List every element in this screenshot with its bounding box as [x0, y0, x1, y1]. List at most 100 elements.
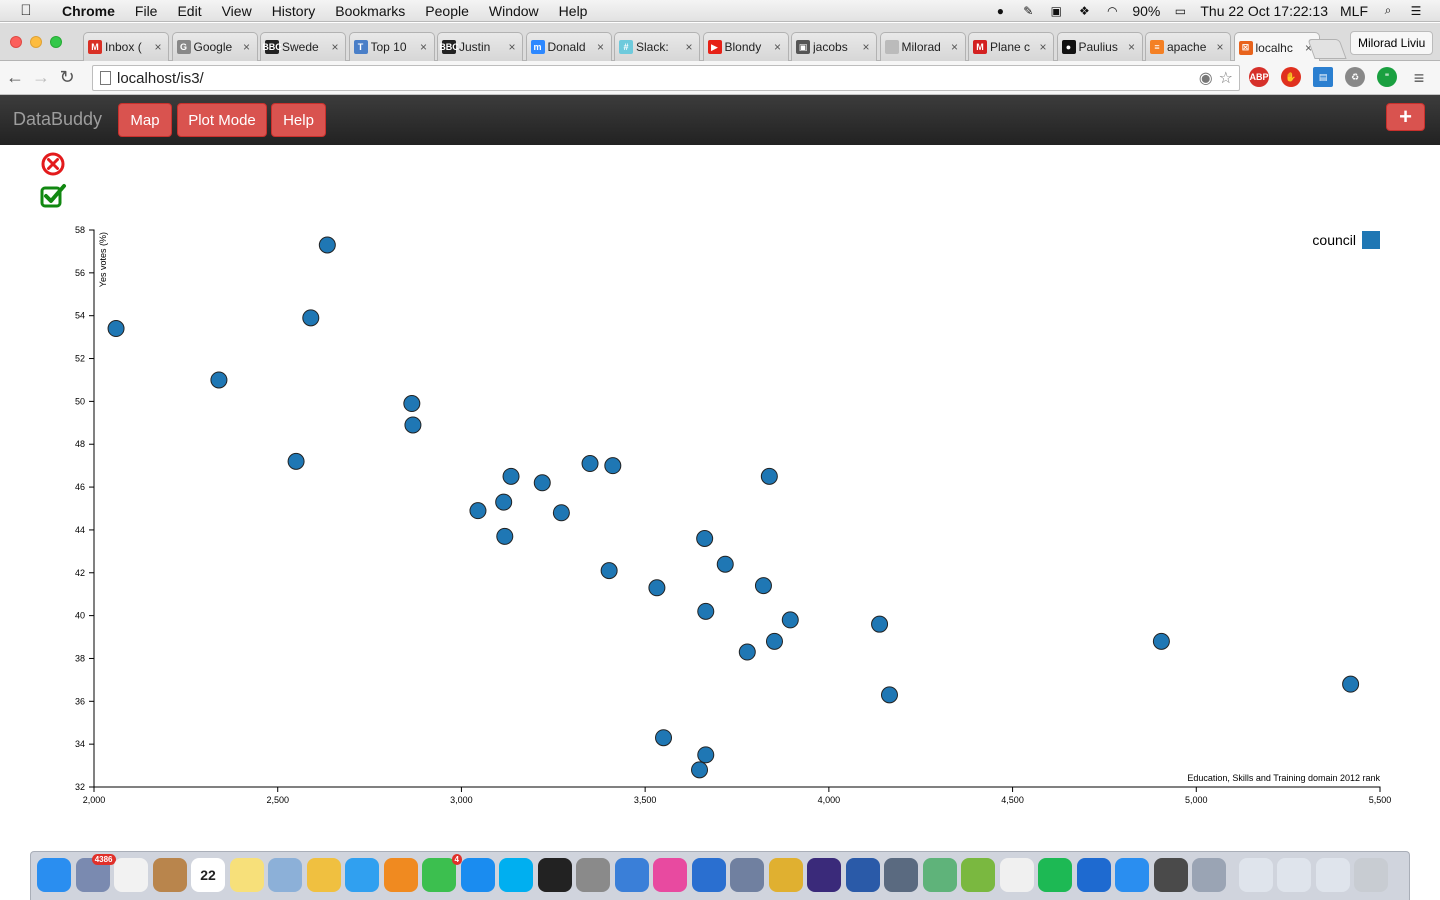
tab-close-icon[interactable]: ×	[1216, 40, 1224, 54]
tab-1[interactable]: G Google ×	[171, 32, 258, 61]
tab-close-icon[interactable]: ×	[508, 40, 516, 54]
chrome-menu-icon[interactable]: ≡	[1413, 67, 1425, 88]
launchpad-icon[interactable]	[999, 858, 1034, 892]
preview-icon[interactable]	[268, 858, 302, 892]
ibooks-icon[interactable]	[383, 858, 418, 892]
utilities-icon[interactable]	[1192, 858, 1226, 892]
clock[interactable]: Thu 22 Oct 17:22:13	[1200, 2, 1328, 19]
calendar-icon[interactable]: 22	[191, 858, 225, 892]
back-arrow-icon[interactable]: ←	[6, 67, 24, 87]
tab-close-icon[interactable]: ×	[1127, 40, 1135, 54]
tab-10[interactable]: M Plane c ×	[968, 32, 1054, 61]
hangouts-icon[interactable]: "	[1377, 67, 1397, 87]
messages-icon[interactable]	[345, 858, 379, 892]
adblock-icon[interactable]: ✋	[1281, 67, 1301, 87]
tab-11[interactable]: ● Paulius ×	[1056, 32, 1143, 61]
tab-13[interactable]: ⊠ localhc ×	[1233, 32, 1320, 62]
itunes-icon[interactable]	[653, 858, 687, 892]
x11-icon[interactable]	[884, 858, 918, 892]
word-icon[interactable]	[845, 858, 880, 892]
tab-4[interactable]: BBC Justin ×	[437, 32, 523, 61]
notes-icon[interactable]	[229, 858, 264, 892]
sublime-text-icon[interactable]	[1153, 858, 1188, 892]
tab-5[interactable]: m Donald ×	[525, 32, 612, 61]
close-circle-icon[interactable]	[40, 151, 66, 177]
extension-window-icon[interactable]: ▤	[1313, 67, 1333, 87]
check-square-icon[interactable]	[39, 183, 67, 209]
menu-help[interactable]: Help	[558, 2, 588, 19]
image-capture-icon[interactable]	[730, 858, 764, 892]
reminders-icon[interactable]	[114, 858, 148, 892]
map-button[interactable]: Map	[118, 103, 172, 137]
apple-menu-icon[interactable]: 	[0, 2, 52, 19]
tab-9[interactable]: Milorad ×	[879, 32, 966, 61]
menu-bookmarks[interactable]: Bookmarks	[335, 2, 406, 19]
app-brand[interactable]: DataBuddy	[13, 109, 103, 129]
tab-8[interactable]: ▣ jacobs ×	[791, 32, 877, 61]
terminal-icon[interactable]	[537, 858, 572, 892]
documents-folder-icon[interactable]	[1277, 858, 1311, 892]
dropbox-icon[interactable]: ❖	[1078, 3, 1090, 18]
photos-icon[interactable]	[306, 858, 341, 892]
forward-arrow-icon[interactable]: →	[32, 67, 50, 87]
profile-button[interactable]: Milorad Liviu	[1350, 31, 1434, 55]
menu-people[interactable]: People	[425, 2, 469, 19]
tab-close-icon[interactable]: ×	[685, 40, 693, 54]
tab-close-icon[interactable]: ×	[1304, 40, 1312, 55]
tab-close-icon[interactable]: ×	[862, 40, 870, 54]
plot-mode-button[interactable]: Plot Mode	[177, 103, 267, 137]
menu-file[interactable]: File	[134, 2, 158, 19]
tab-close-icon[interactable]: ×	[242, 40, 250, 54]
1password-icon[interactable]	[691, 858, 726, 892]
contacts-icon[interactable]	[152, 858, 187, 892]
menu-app-name[interactable]: Chrome	[62, 2, 115, 19]
tab-6[interactable]: # Slack: ×	[614, 32, 700, 61]
android-studio-icon[interactable]	[961, 858, 995, 892]
tab-0[interactable]: M Inbox (×	[83, 32, 169, 61]
tab-close-icon[interactable]: ×	[1039, 40, 1047, 54]
menu-history[interactable]: History	[271, 2, 316, 19]
bookmark-star-icon[interactable]: ☆	[1218, 70, 1233, 87]
recycle-extension-icon[interactable]: ♻	[1345, 67, 1365, 87]
teamviewer-icon[interactable]	[1076, 858, 1111, 892]
spotlight-search-icon[interactable]: ⌕	[1384, 3, 1392, 17]
facetime-icon[interactable]: 4	[422, 854, 462, 892]
chrome-icon[interactable]	[768, 858, 803, 892]
wifi-icon[interactable]: ◠	[1107, 3, 1118, 18]
safari-icon[interactable]	[1115, 858, 1149, 892]
screenshot-folder-icon[interactable]	[1238, 858, 1273, 892]
tab-close-icon[interactable]: ×	[419, 40, 427, 54]
app-store-icon[interactable]	[460, 858, 495, 892]
reload-icon[interactable]: ↻	[59, 67, 75, 87]
tab-3[interactable]: T Top 10 ×	[348, 32, 435, 61]
tab-7[interactable]: ▶ Blondy ×	[702, 32, 789, 61]
help-button[interactable]: Help	[271, 103, 326, 137]
tab-close-icon[interactable]: ×	[596, 40, 604, 54]
trash-icon[interactable]	[1354, 858, 1388, 892]
battery-icon[interactable]: ▭	[1174, 3, 1187, 18]
teamviewer-tray-icon[interactable]: ▣	[1050, 3, 1062, 18]
add-button[interactable]: +	[1386, 103, 1425, 131]
downloads-folder-icon[interactable]	[1315, 858, 1350, 892]
xcode-icon[interactable]	[614, 858, 649, 892]
menu-view[interactable]: View	[221, 2, 252, 19]
input-source[interactable]: MLF	[1340, 2, 1368, 19]
tab-2[interactable]: BBC Swede ×	[260, 32, 346, 61]
clipboard-icon[interactable]: ✎	[1023, 3, 1034, 18]
tab-12[interactable]: ≡ apache ×	[1145, 32, 1231, 61]
notification-center-icon[interactable]: ☰	[1410, 3, 1422, 18]
tab-close-icon[interactable]: ×	[773, 40, 781, 54]
atom-icon[interactable]	[922, 858, 957, 892]
battery-percent[interactable]: 90%	[1132, 2, 1161, 19]
window-close-button[interactable]	[10, 36, 22, 48]
window-zoom-button[interactable]	[50, 36, 62, 48]
menu-window[interactable]: Window	[488, 2, 539, 19]
spotify-icon[interactable]	[1038, 858, 1072, 892]
evernote-icon[interactable]: ●	[996, 3, 1004, 18]
finder-icon[interactable]	[37, 858, 71, 892]
tab-close-icon[interactable]: ×	[950, 40, 958, 54]
location-icon[interactable]: ◉	[1198, 70, 1213, 87]
adblock-plus-icon[interactable]: ABP	[1249, 67, 1269, 87]
skype-icon[interactable]	[499, 858, 533, 892]
system-preferences-icon[interactable]	[576, 858, 610, 892]
